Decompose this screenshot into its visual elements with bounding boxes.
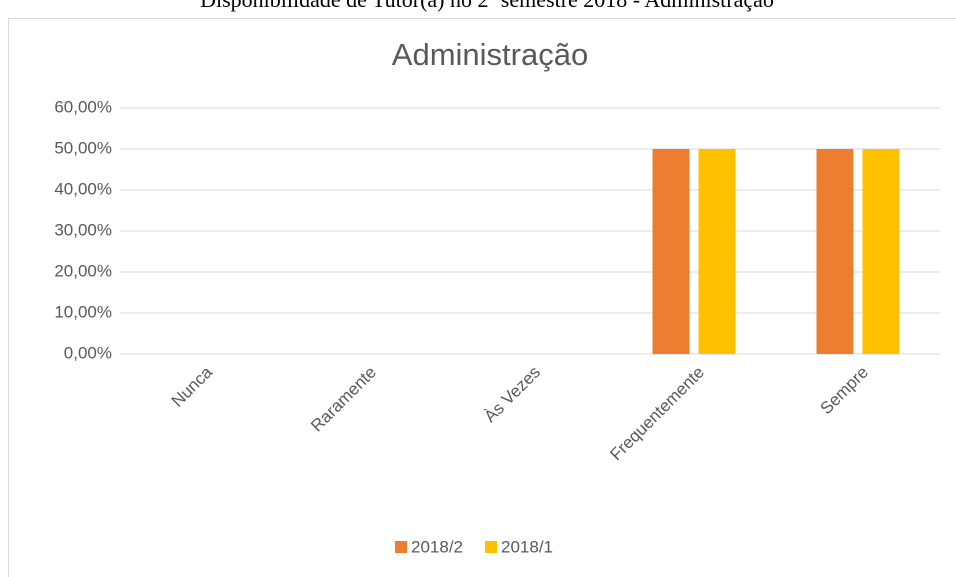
x-tick-label: Nunca (168, 362, 217, 411)
y-tick-label: 60,00% (54, 97, 112, 116)
legend-label: 2018/2 (411, 537, 463, 556)
legend-swatch (485, 541, 497, 553)
x-tick-label: Frequentemente (606, 363, 708, 465)
legend-swatch (395, 541, 407, 553)
chart-border (8, 18, 956, 577)
x-tick-label: Sempre (816, 363, 872, 419)
page-caption: Disponibilidade de Tutor(a) no 2º semest… (200, 0, 774, 12)
y-tick-label: 0,00% (64, 343, 112, 362)
y-tick-label: 50,00% (54, 138, 112, 157)
y-tick-label: 40,00% (54, 179, 112, 198)
chart-title: Administração (392, 37, 588, 72)
bar (862, 149, 900, 354)
x-tick-label: Raramente (307, 363, 380, 436)
bar (698, 149, 736, 354)
bar (652, 149, 690, 354)
x-tick-label: Às Vezes (480, 363, 544, 427)
y-tick-label: 30,00% (54, 220, 112, 239)
y-tick-label: 20,00% (54, 261, 112, 280)
legend-label: 2018/1 (501, 537, 553, 556)
y-tick-label: 10,00% (54, 302, 112, 321)
bar (816, 149, 854, 354)
